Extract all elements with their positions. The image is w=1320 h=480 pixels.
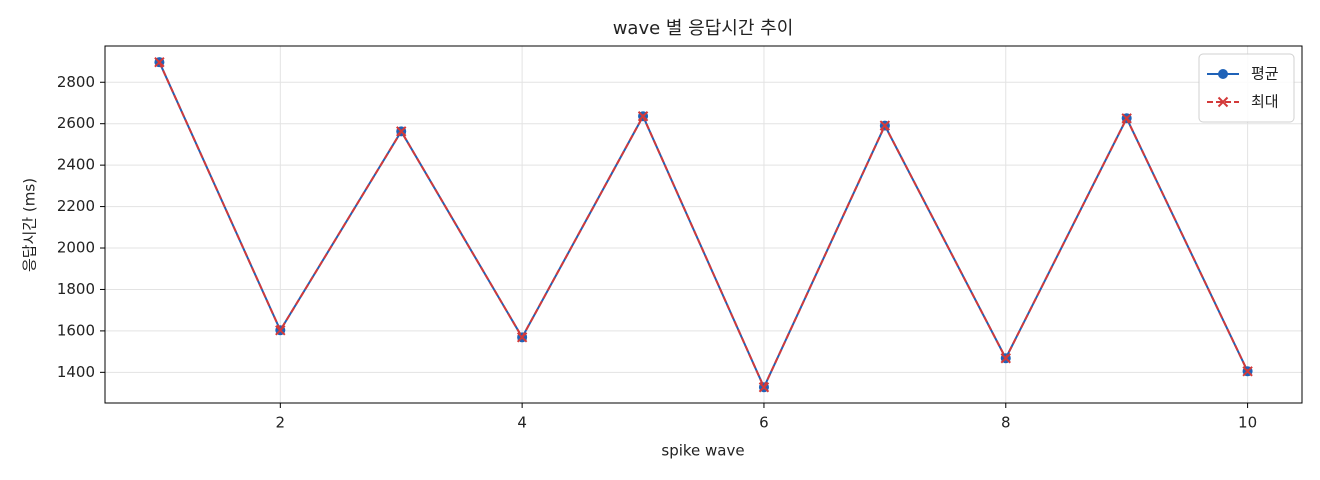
x-tick-label: 8 <box>1001 414 1011 432</box>
series-line <box>158 61 1249 390</box>
y-tick-label: 1400 <box>57 363 95 381</box>
marker <box>758 382 770 393</box>
x-tick-label: 10 <box>1238 414 1257 432</box>
y-tick-label: 2800 <box>57 73 95 91</box>
y-tick-label: 2400 <box>57 156 95 174</box>
marker <box>275 325 286 336</box>
y-tick-label: 1800 <box>57 280 95 298</box>
marker <box>154 56 165 68</box>
marker <box>1000 353 1011 364</box>
chart-title: wave 별 응답시간 추이 <box>613 18 794 39</box>
marker <box>1121 113 1132 124</box>
marker <box>1242 366 1253 377</box>
plot-frame <box>104 45 1303 404</box>
marker <box>637 111 649 122</box>
marker <box>879 120 891 131</box>
legend-label: 최대 <box>1251 93 1279 111</box>
series-line <box>158 61 1249 390</box>
y-tick-label: 1600 <box>57 321 95 339</box>
y-tick-label: 2200 <box>57 197 95 215</box>
legend-label: 평균 <box>1251 65 1279 83</box>
legend-marker <box>1217 96 1229 108</box>
y-axis-label: 응답시간 (ms) <box>21 178 39 272</box>
x-tick-label: 4 <box>517 414 527 432</box>
marker <box>516 332 528 343</box>
y-tick-label: 2600 <box>57 114 95 132</box>
y-tick-label: 2000 <box>57 239 95 257</box>
legend-box <box>1198 53 1295 123</box>
marker <box>396 126 407 137</box>
x-axis-label: spike wave <box>661 442 744 460</box>
x-tick-label: 2 <box>276 414 286 432</box>
legend-marker <box>1218 69 1228 79</box>
x-tick-label: 6 <box>759 414 769 432</box>
